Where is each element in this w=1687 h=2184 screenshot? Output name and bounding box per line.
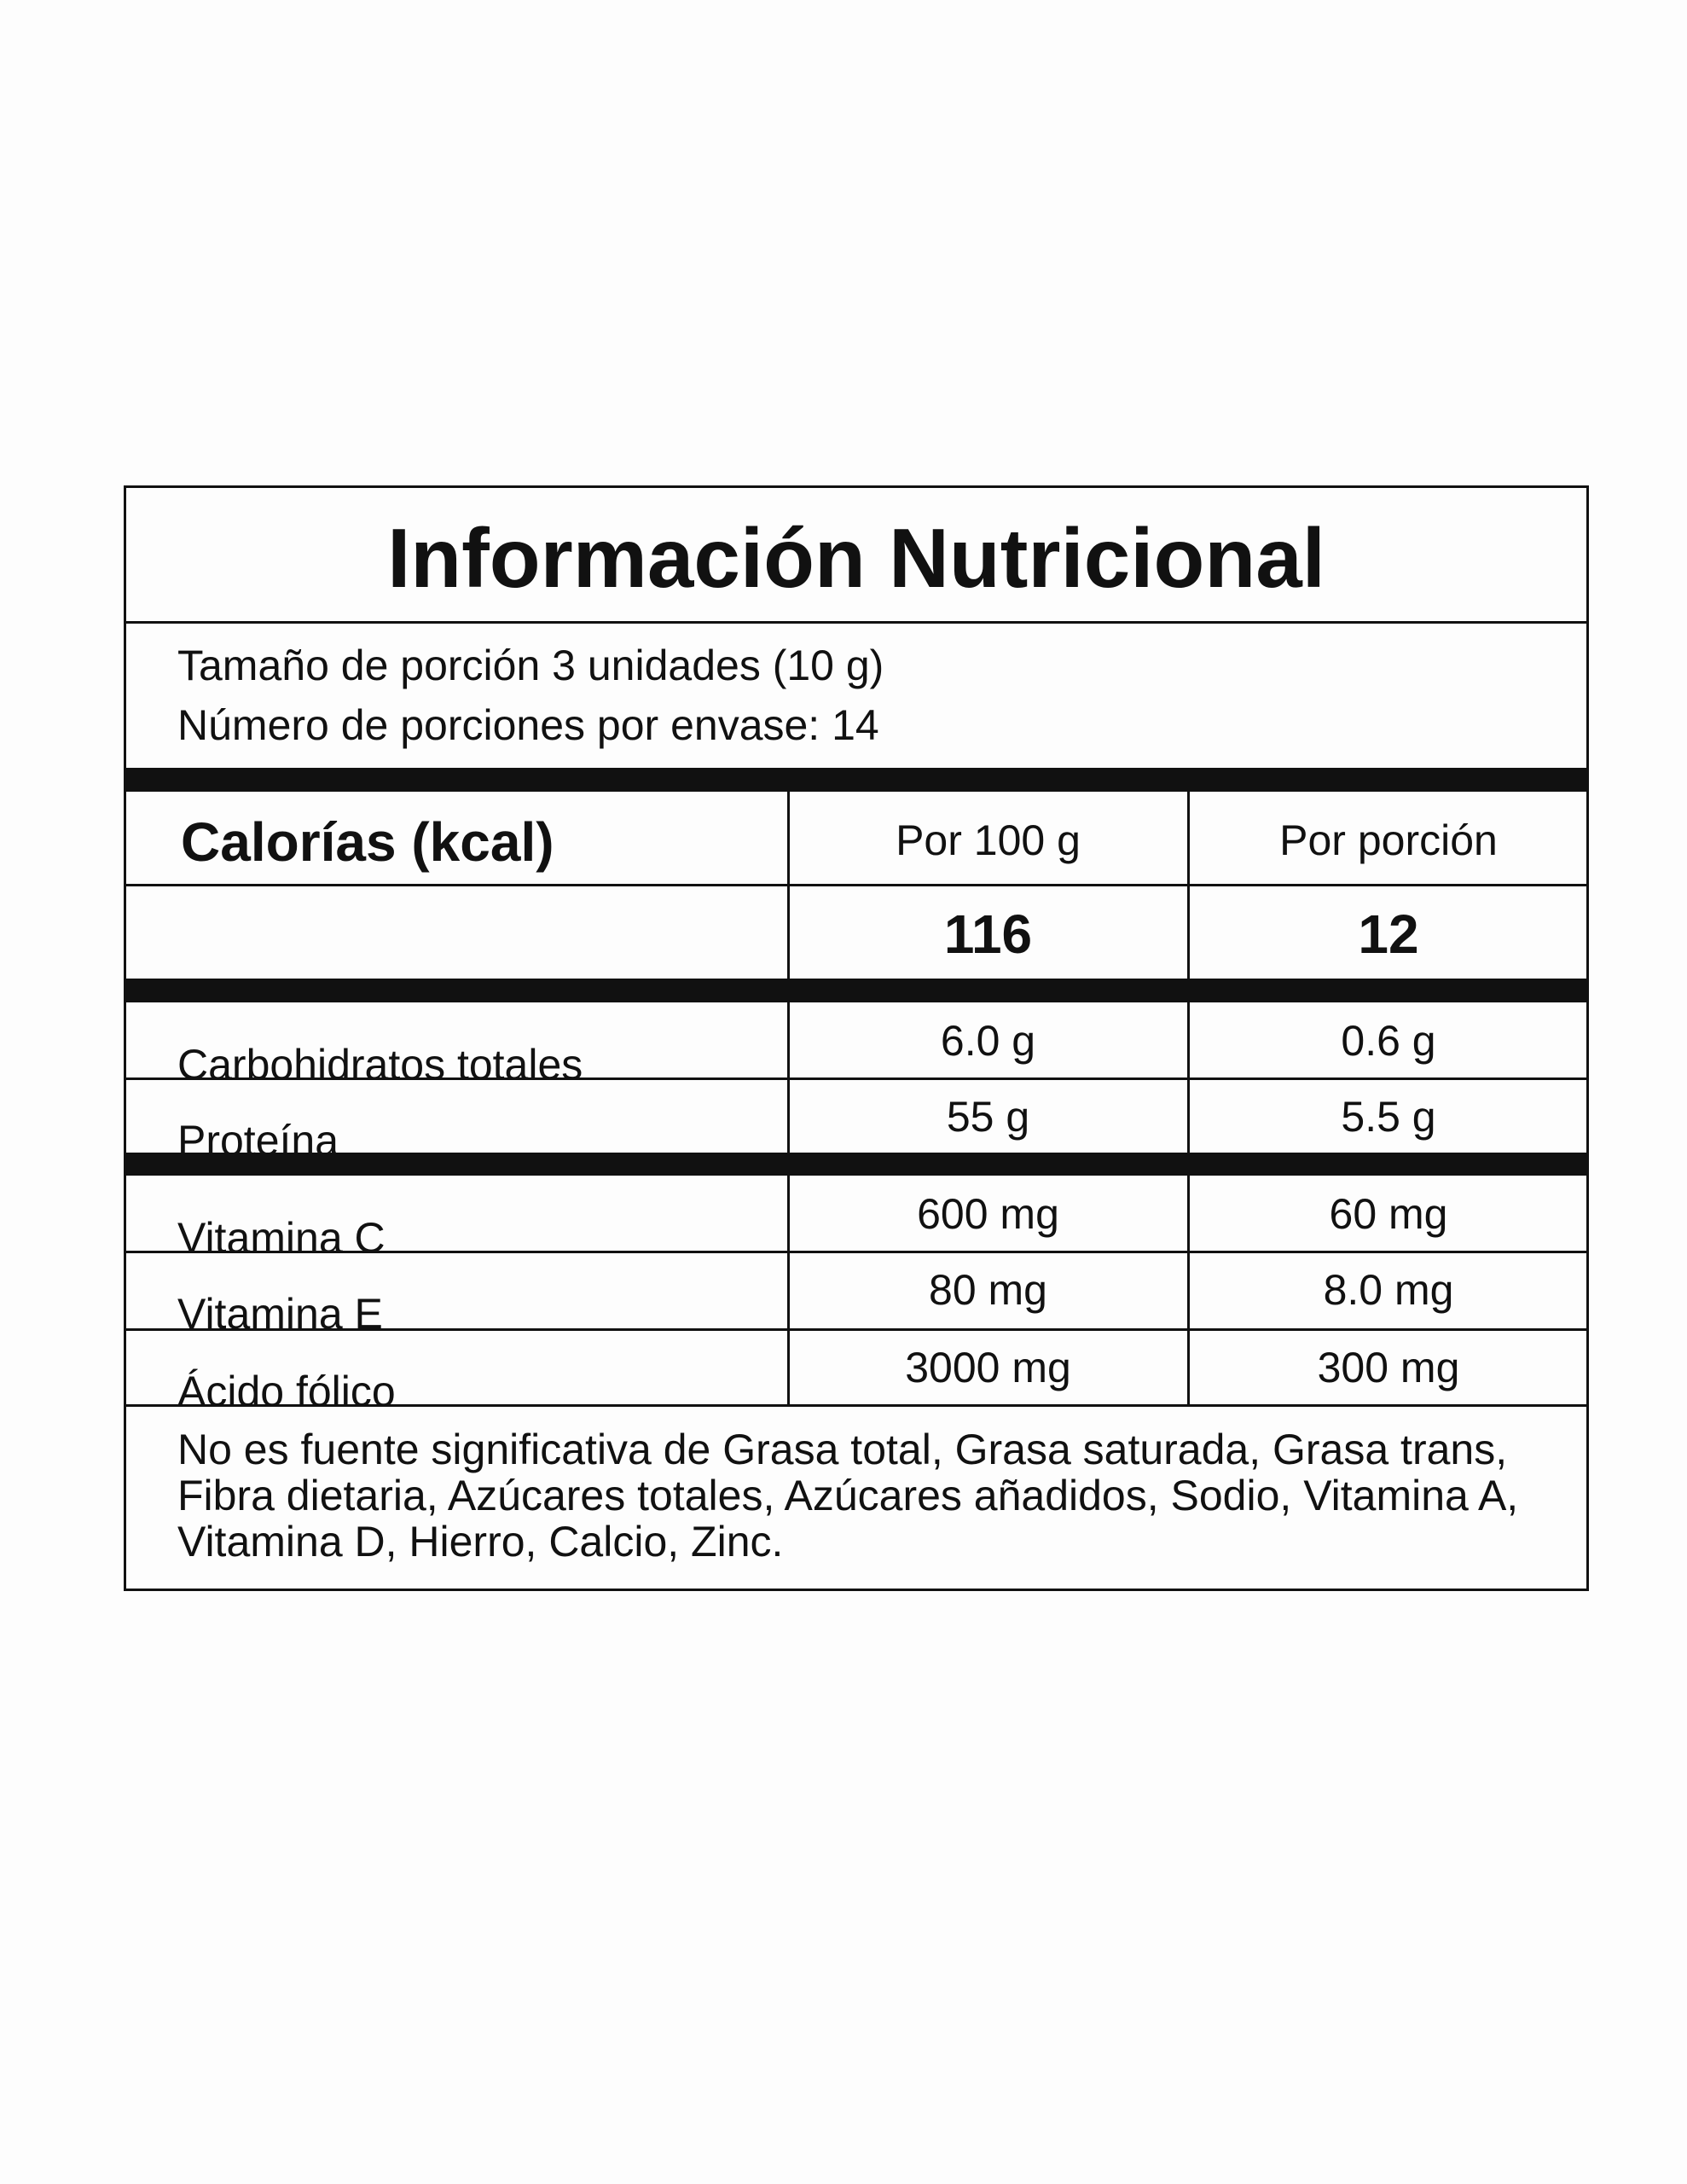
rule: [124, 1077, 1589, 1080]
per-portion: 5.5 g: [1341, 1093, 1436, 1141]
thick-rule: [124, 979, 1589, 1002]
title: Información Nutricional: [387, 511, 1325, 605]
per-100g: 3000 mg: [905, 1344, 1071, 1391]
nutrient-name: Vitamina E: [177, 1290, 383, 1338]
column-rule: [787, 792, 790, 1405]
per-100g: 80 mg: [929, 1266, 1047, 1314]
per-100g: 55 g: [946, 1093, 1030, 1141]
rule: [124, 1328, 1589, 1331]
column-header: Por porción: [1279, 816, 1498, 864]
column-header: Por 100 g: [896, 816, 1081, 864]
thick-rule: [124, 768, 1589, 792]
rule: [124, 1251, 1589, 1253]
thick-rule: [124, 1153, 1589, 1176]
footnote: No es fuente significativa de Grasa tota…: [177, 1426, 1519, 1565]
per-portion: 60 mg: [1329, 1190, 1448, 1238]
column-rule: [1187, 792, 1190, 1405]
per-100g: 600 mg: [917, 1190, 1059, 1238]
per-portion: 300 mg: [1317, 1344, 1460, 1391]
rule: [124, 621, 1589, 624]
calories-value: 116: [943, 903, 1033, 965]
nutrition-label: [124, 485, 1589, 1591]
per-portion: 8.0 mg: [1323, 1266, 1454, 1314]
calories-value: 12: [1358, 903, 1419, 965]
serving-line: Número de porciones por envase: 14: [177, 701, 879, 749]
per-100g: 6.0 g: [940, 1017, 1036, 1065]
rule: [124, 884, 1589, 886]
per-portion: 0.6 g: [1341, 1017, 1436, 1065]
serving-line: Tamaño de porción 3 unidades (10 g): [177, 642, 884, 689]
rule: [124, 1404, 1589, 1407]
calories-header: Calorías (kcal): [181, 811, 554, 873]
